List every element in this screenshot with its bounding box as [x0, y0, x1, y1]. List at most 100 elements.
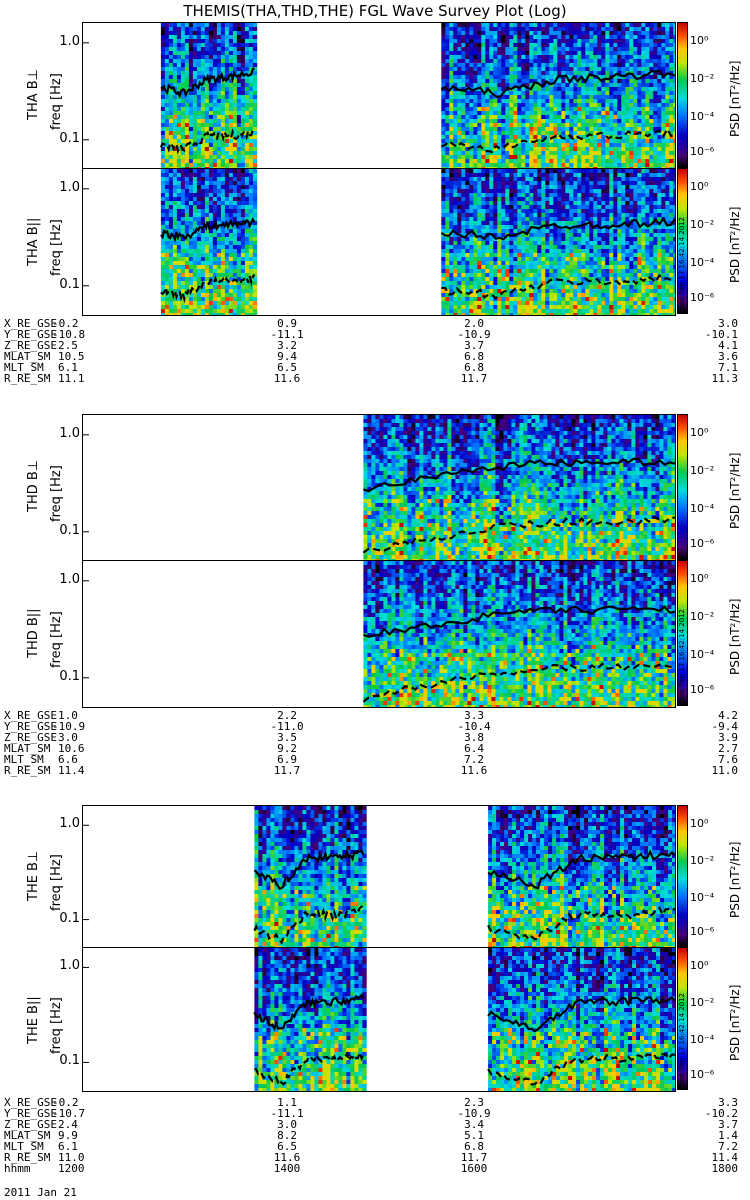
colorbar-tick-label: 10⁻⁴ — [690, 110, 715, 124]
ephemeris-value: 3.4 — [464, 1118, 484, 1131]
ephemeris-label: Z_RE_GSE — [4, 731, 57, 744]
y-tick-label: 0.1 — [59, 130, 80, 146]
spectrogram-data-block — [254, 948, 367, 1091]
panel-unit-label: freq [Hz] — [49, 219, 64, 276]
ephemeris-value: 3.2 — [277, 339, 297, 352]
ephemeris-label: Z_RE_GSE — [4, 1118, 57, 1131]
spectrogram-data-block — [441, 23, 675, 169]
panel-unit-label: freq [Hz] — [49, 996, 64, 1054]
ephemeris-row: Z_RE_GSE 2.5 3.2 3.7 4.1 — [4, 340, 746, 351]
ephemeris-value: -0.2 — [52, 1096, 79, 1109]
spectrogram-tha-bperp — [82, 22, 676, 170]
lower-frequency-line — [159, 127, 256, 155]
ephemeris-label: MLT_SM — [4, 1140, 44, 1153]
ephemeris-row: R_RE_SM 11.1 11.6 11.7 11.3 — [4, 373, 746, 384]
ephemeris-label: X_RE_GSE — [4, 1096, 57, 1109]
ephemeris-value: 6.9 — [277, 753, 297, 766]
ephemeris-value: 5.1 — [464, 1129, 484, 1142]
plot-title: THEMIS(THA,THD,THE) FGL Wave Survey Plot… — [183, 2, 567, 20]
panel-ylabel: THA B|| — [26, 217, 41, 266]
ephemeris-value: -10.2 — [704, 1107, 738, 1120]
ephemeris-value: 2.2 — [277, 709, 297, 722]
ephemeris-label: MLAT_SM — [4, 1129, 51, 1142]
colorbar-tick-label: 10⁰ — [690, 180, 709, 194]
timestamp-stamp: Mon Sep 17 16:42:14 2012 — [678, 992, 686, 1088]
colorbar-tick-label: 10⁻⁴ — [690, 648, 715, 662]
ephemeris-value: 6.4 — [464, 742, 484, 755]
upper-frequency-line — [253, 849, 365, 891]
ephemeris-value: -10.7 — [52, 1107, 86, 1120]
ephemeris-value: 1200 — [58, 1162, 85, 1175]
colorbar-tick-label: 10⁻² — [690, 996, 715, 1010]
ephemeris-value: 4.2 — [718, 709, 738, 722]
ephemeris-value: 3.9 — [718, 731, 738, 744]
spectrogram-data-block — [254, 806, 367, 948]
ephemeris-label: Y_RE_GSE — [4, 720, 57, 733]
colorbar — [677, 22, 688, 168]
ephemeris-row: Y_RE_GSE -10.7 -11.1 -10.9 -10.2 — [4, 1108, 746, 1119]
panel-unit-label: freq [Hz] — [49, 611, 64, 668]
colorbar-tick-label: 10⁻² — [690, 610, 715, 624]
ephemeris-value: 1.4 — [718, 1129, 738, 1142]
ephemeris-label: R_RE_SM — [4, 372, 51, 385]
ephemeris-value: 3.0 — [718, 317, 738, 330]
ephemeris-value: 3.7 — [464, 339, 484, 352]
y-tick-label: 1.0 — [59, 179, 80, 195]
ephemeris-value: -0.2 — [52, 317, 79, 330]
ephemeris-label: MLT_SM — [4, 361, 44, 374]
panel-unit-label: freq [Hz] — [49, 465, 64, 522]
colorbar — [677, 805, 688, 947]
ephemeris-value: 1600 — [460, 1162, 488, 1175]
ephemeris-row: MLT_SM 6.1 6.5 6.8 7.1 — [4, 362, 746, 373]
ephemeris-value: -10.1 — [704, 328, 738, 341]
spectrogram-svg — [83, 806, 675, 948]
spectrogram-thd-bpar — [82, 560, 676, 708]
ephemeris-value: 2.7 — [718, 742, 738, 755]
colorbar-tick-label: 10⁻² — [690, 218, 715, 232]
ephemeris-value: 2.3 — [464, 1096, 484, 1109]
ephemeris-value: 6.5 — [277, 1140, 297, 1153]
colorbar — [677, 414, 688, 560]
ephemeris-value: -10.4 — [457, 720, 491, 733]
colorbar-tick-label: 10⁻⁴ — [690, 1033, 715, 1047]
ephemeris-value: 11.7 — [273, 764, 301, 777]
ephemeris-label: R_RE_SM — [4, 764, 51, 777]
ephemeris-value: 6.6 — [58, 753, 78, 766]
ephemeris-value: 2.0 — [464, 317, 484, 330]
colorbar-tick-label: 10⁻⁶ — [690, 537, 715, 551]
spectrogram-svg — [83, 23, 675, 169]
lower-frequency-line — [487, 1051, 675, 1086]
ephemeris-value: 11.3 — [711, 372, 739, 385]
ephemeris-row: X_RE_GSE -0.2 1.1 2.3 3.3 — [4, 1097, 746, 1108]
colorbar-tick-label: 10⁻⁶ — [690, 924, 715, 938]
y-tick-label: 1.0 — [59, 571, 80, 587]
y-tick-label: 1.0 — [59, 425, 80, 441]
colorbar-tick-label: 10⁰ — [690, 816, 709, 830]
lower-frequency-line — [440, 126, 675, 154]
ephemeris-value: 7.6 — [718, 753, 738, 766]
colorbar — [677, 947, 688, 1090]
colorbar-tick-label: 10⁻⁴ — [690, 890, 715, 904]
y-tick-label: 0.1 — [59, 668, 80, 684]
ephemeris-row: MLT_SM 6.1 6.5 6.8 7.2 — [4, 1141, 746, 1152]
ephemeris-value: 4.1 — [718, 339, 738, 352]
panel-unit-label: freq [Hz] — [49, 73, 64, 130]
ephemeris-value: 11.6 — [273, 372, 301, 385]
colorbar-tick-label: 10⁻⁴ — [690, 256, 715, 270]
ephemeris-value: 1800 — [711, 1162, 739, 1175]
ephemeris-value: 11.0 — [711, 764, 739, 777]
panel-ylabel: THE B|| — [26, 995, 41, 1044]
ephemeris-label: Y_RE_GSE — [4, 1107, 57, 1120]
y-tick-label: 0.1 — [59, 1053, 80, 1069]
ephemeris-label: X_RE_GSE — [4, 709, 57, 722]
ephemeris-value: 3.3 — [464, 709, 484, 722]
ephemeris-label: MLAT_SM — [4, 742, 51, 755]
ephemeris-row: MLAT_SM 9.9 8.2 5.1 1.4 — [4, 1130, 746, 1141]
upper-frequency-line — [487, 996, 675, 1033]
ephemeris-label: Z_RE_GSE — [4, 339, 57, 352]
upper-frequency-line — [363, 457, 675, 493]
ephemeris-value: 11.4 — [58, 764, 85, 777]
ephemeris-label: X_RE_GSE — [4, 317, 57, 330]
ephemeris-value: 9.4 — [277, 350, 297, 363]
ephemeris-value: 0.9 — [277, 317, 297, 330]
